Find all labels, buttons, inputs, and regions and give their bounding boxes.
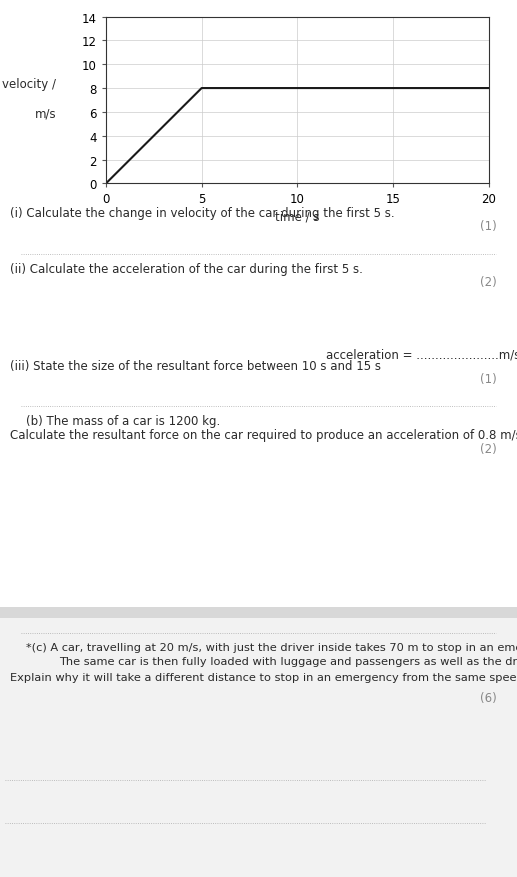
Bar xyxy=(0,608,517,618)
Text: Explain why it will take a different distance to stop in an emergency from the s: Explain why it will take a different dis… xyxy=(10,672,517,681)
Text: (1): (1) xyxy=(480,373,496,386)
Text: (6): (6) xyxy=(480,691,496,704)
X-axis label: time / s: time / s xyxy=(275,210,320,224)
Text: acceleration = ......................m/s²: acceleration = ......................m/s… xyxy=(326,348,517,361)
Text: *(c) A car, travelling at 20 m/s, with just the driver inside takes 70 m to stop: *(c) A car, travelling at 20 m/s, with j… xyxy=(26,642,517,652)
Text: velocity /: velocity / xyxy=(2,78,56,90)
Text: (ii) Calculate the acceleration of the car during the first 5 s.: (ii) Calculate the acceleration of the c… xyxy=(10,263,363,276)
Text: m/s: m/s xyxy=(35,108,56,121)
Text: Calculate the resultant force on the car required to produce an acceleration of : Calculate the resultant force on the car… xyxy=(10,429,517,442)
Text: (2): (2) xyxy=(480,275,496,289)
Text: The same car is then fully loaded with luggage and passengers as well as the dri: The same car is then fully loaded with l… xyxy=(59,656,517,666)
Text: (i) Calculate the change in velocity of the car during the first 5 s.: (i) Calculate the change in velocity of … xyxy=(10,207,395,220)
Text: (2): (2) xyxy=(480,442,496,455)
Bar xyxy=(0,618,517,877)
Text: (b) The mass of a car is 1200 kg.: (b) The mass of a car is 1200 kg. xyxy=(26,415,220,428)
Text: (iii) State the size of the resultant force between 10 s and 15 s: (iii) State the size of the resultant fo… xyxy=(10,360,382,373)
Text: (1): (1) xyxy=(480,220,496,233)
